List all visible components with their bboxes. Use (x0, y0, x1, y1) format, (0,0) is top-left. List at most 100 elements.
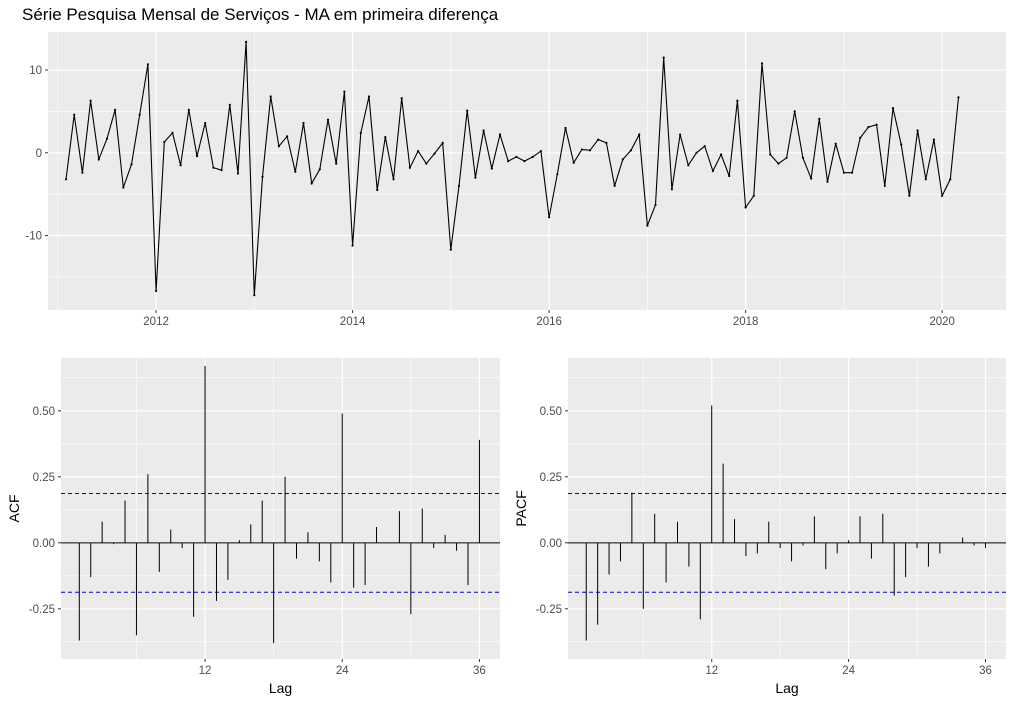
series-point (760, 62, 764, 65)
series-point (654, 203, 657, 206)
series-point (916, 129, 919, 132)
series-x-tick-label: 2020 (929, 316, 955, 328)
series-point (122, 186, 125, 189)
series-point (867, 126, 870, 129)
series-point (580, 148, 584, 151)
acf-x-tick-label: 24 (336, 665, 349, 677)
acf-x-axis-label: Lag (269, 680, 292, 696)
series-point (744, 206, 747, 209)
series-point (670, 188, 674, 191)
series-point (433, 152, 436, 155)
series-point (539, 150, 543, 153)
series-point (261, 175, 264, 178)
series-point (941, 194, 944, 197)
series-point (834, 142, 837, 145)
series-point (793, 110, 796, 113)
chart-title: Série Pesquisa Mensal de Serviços - MA e… (22, 5, 499, 24)
series-point (859, 136, 862, 139)
series-point (212, 166, 215, 169)
pacf-background (568, 358, 1006, 659)
series-point (269, 95, 272, 98)
series-point (220, 169, 223, 172)
series-point (883, 184, 886, 187)
series-point (449, 248, 452, 251)
series-point (204, 121, 207, 125)
series-point (367, 95, 371, 98)
series-background (48, 32, 1006, 310)
series-x-tick-label: 2018 (733, 316, 759, 328)
series-point (236, 172, 240, 175)
series-x-tick-label: 2012 (143, 316, 169, 328)
series-x-tick-label: 2014 (340, 316, 366, 328)
series-point (408, 166, 411, 169)
series-point (310, 182, 313, 185)
series-point (343, 90, 346, 93)
series-point (392, 178, 395, 181)
series-point (842, 171, 846, 174)
series-point (302, 121, 305, 125)
series-point (474, 176, 477, 179)
series-point (810, 177, 813, 180)
series-point (277, 145, 280, 148)
series-point (81, 171, 84, 174)
series-point (679, 133, 682, 136)
series-point (400, 97, 403, 100)
series-point (687, 164, 690, 167)
series-point (662, 56, 665, 59)
series-point (548, 216, 551, 219)
series-point (294, 170, 297, 173)
series-point (138, 113, 141, 116)
series-point (621, 158, 624, 161)
series-point (801, 156, 805, 159)
series-point (384, 136, 387, 139)
pacf-x-axis-label: Lag (775, 680, 798, 696)
series-x-tick-label: 2016 (536, 316, 562, 328)
series-point (195, 155, 199, 158)
series-point (720, 153, 723, 156)
series-point (523, 160, 526, 163)
series-point (949, 178, 952, 181)
pacf-x-tick-label: 12 (705, 665, 718, 677)
series-point (752, 194, 755, 197)
pacf-y-tick-label: 0.00 (540, 538, 562, 550)
series-point (335, 162, 338, 165)
series-point (425, 162, 428, 165)
series-point (73, 113, 76, 116)
series-point (908, 194, 911, 197)
series-point (253, 294, 256, 297)
series-point (326, 118, 330, 121)
series-point (179, 164, 182, 167)
acf-panel: -0.25 0.00 0.25 0.50 12 24 36 Lag ACF (6, 358, 500, 696)
series-point (613, 184, 616, 187)
series-y-tick-label: 10 (29, 65, 42, 77)
series-point (466, 109, 469, 112)
series-point (457, 184, 461, 187)
acf-y-axis-label: ACF (6, 495, 22, 523)
series-point (785, 156, 788, 159)
series-point (515, 155, 518, 158)
series-point (114, 108, 117, 111)
series-point (818, 117, 821, 120)
series-point (564, 126, 567, 130)
series-point (531, 155, 534, 158)
series-y-tick-label: 0 (36, 148, 42, 160)
series-point (490, 167, 493, 170)
series-point (769, 153, 772, 156)
series-point (318, 168, 321, 171)
series-point (171, 131, 174, 134)
series-point (187, 108, 190, 111)
series-point (572, 161, 575, 164)
series-point (875, 123, 878, 126)
pacf-y-tick-label: -0.25 (536, 604, 562, 616)
series-point (482, 129, 485, 132)
series-line (65, 41, 960, 296)
series-point (900, 143, 903, 146)
series-point (163, 140, 166, 144)
series-point (924, 178, 927, 181)
series-point (105, 137, 109, 140)
series-point (703, 145, 706, 148)
pacf-y-axis-label: PACF (513, 490, 529, 526)
acf-background (61, 358, 500, 659)
series-point (932, 138, 936, 141)
series-point (97, 158, 100, 161)
